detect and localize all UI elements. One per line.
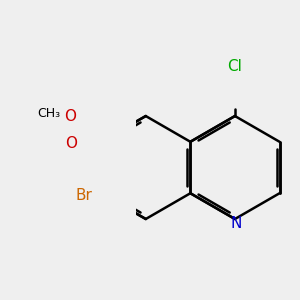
- Text: O: O: [64, 110, 76, 124]
- Text: O: O: [65, 136, 77, 152]
- Text: Cl: Cl: [227, 59, 242, 74]
- Text: N: N: [231, 216, 242, 231]
- Text: Br: Br: [75, 188, 92, 203]
- Text: CH₃: CH₃: [37, 107, 60, 120]
